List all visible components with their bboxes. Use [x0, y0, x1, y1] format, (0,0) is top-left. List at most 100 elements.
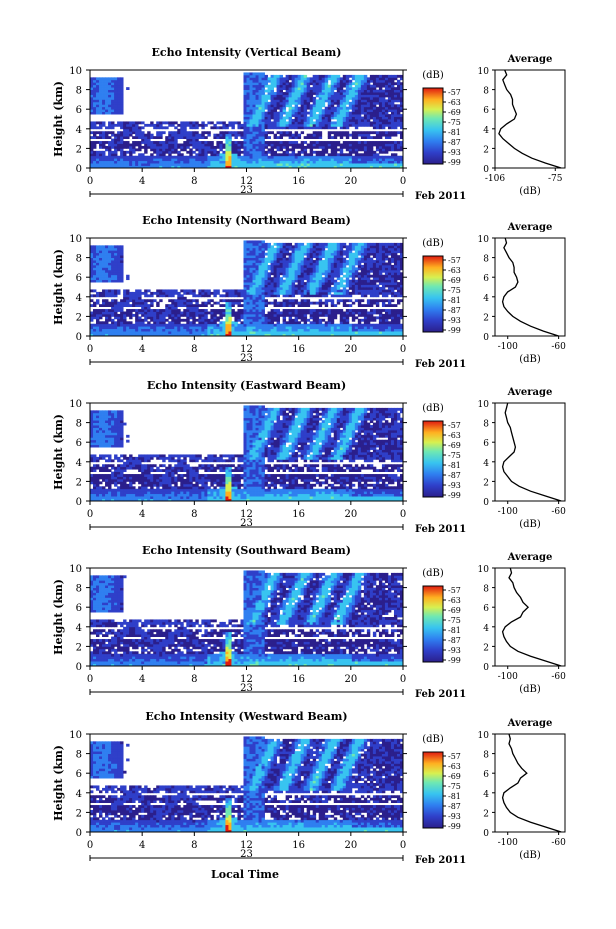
heatmap-cell	[285, 247, 290, 251]
heatmap-cell	[309, 264, 314, 268]
heatmap-cell	[261, 133, 265, 137]
heatmap-cell	[105, 333, 109, 337]
heatmap-cell	[324, 82, 329, 86]
heatmap-cell	[156, 131, 160, 135]
heatmap-cell	[225, 131, 229, 135]
heatmap-cell	[339, 163, 344, 166]
heatmap-cell	[246, 121, 250, 125]
heatmap-cell	[177, 128, 181, 132]
heatmap-cell	[363, 94, 368, 98]
heatmap-cell	[252, 274, 256, 278]
heatmap-cell	[369, 123, 374, 127]
heatmap-cell	[312, 89, 317, 93]
heatmap-cell	[261, 316, 265, 320]
heatmap-cell	[366, 92, 371, 95]
heatmap-cell	[174, 331, 178, 334]
heatmap-cell	[333, 131, 338, 135]
heatmap-cell	[198, 326, 202, 330]
heatmap-cell	[114, 123, 118, 127]
heatmap-cell	[300, 287, 305, 290]
heatmap-cell	[117, 333, 121, 337]
heatmap-cell	[126, 277, 130, 281]
heatmap-cell	[99, 272, 103, 276]
heatmap-cell	[327, 133, 332, 137]
panel-title: Echo Intensity (Vertical Beam)	[151, 46, 341, 59]
profile-y-tick-label: 4	[483, 126, 489, 136]
heatmap-cell	[129, 304, 133, 307]
heatmap-cell	[261, 304, 265, 307]
heatmap-cell	[135, 326, 139, 330]
heatmap-cell	[255, 158, 259, 162]
heatmap-cell	[246, 114, 250, 117]
heatmap-cell	[108, 291, 112, 295]
heatmap-cell	[132, 158, 136, 162]
heatmap-cell	[168, 148, 172, 152]
heatmap-cell	[294, 252, 299, 256]
heatmap-cell	[177, 294, 181, 298]
heatmap-cell	[381, 109, 386, 113]
heatmap-cell	[285, 92, 290, 95]
heatmap-cell	[351, 272, 356, 276]
heatmap-cell	[300, 245, 305, 249]
heatmap-cell	[219, 155, 223, 159]
heatmap-cell	[354, 150, 359, 154]
heatmap-cell	[234, 143, 238, 147]
heatmap-cell	[375, 92, 380, 95]
heatmap-cell	[333, 143, 338, 147]
heatmap-cell	[387, 119, 392, 122]
heatmap-cell	[216, 165, 220, 169]
heatmap-cell	[270, 148, 274, 152]
heatmap-cell	[105, 136, 109, 139]
heatmap-cell	[129, 131, 133, 135]
heatmap-cell	[222, 153, 226, 157]
heatmap-cell	[303, 331, 308, 334]
heatmap-cell	[336, 79, 341, 83]
heatmap-cell	[99, 321, 103, 325]
heatmap-cell	[309, 323, 314, 327]
heatmap-cell	[249, 84, 253, 88]
heatmap-cell	[231, 160, 235, 164]
y-axis-label: Height (km)	[52, 81, 65, 157]
heatmap-cell	[93, 104, 97, 108]
heatmap-cell	[309, 111, 314, 115]
heatmap-cell	[363, 165, 368, 169]
heatmap-cell	[375, 163, 380, 166]
heatmap-cell	[189, 309, 193, 312]
heatmap-cell	[126, 165, 130, 169]
heatmap-cell	[324, 74, 329, 78]
heatmap-cell	[339, 328, 344, 332]
heatmap-cell	[210, 316, 214, 320]
heatmap-cell	[315, 331, 320, 334]
heatmap-cell	[273, 267, 277, 271]
heatmap-cell	[99, 101, 103, 105]
heatmap-cell	[261, 284, 265, 288]
heatmap-cell	[321, 155, 326, 159]
heatmap-cell	[171, 121, 175, 125]
heatmap-cell	[261, 296, 265, 300]
heatmap-cell	[102, 294, 106, 298]
heatmap-cell	[261, 306, 265, 310]
heatmap-cell	[258, 121, 262, 125]
heatmap-cell	[171, 155, 175, 159]
heatmap-cell	[282, 99, 287, 103]
heatmap-cell	[246, 133, 250, 137]
heatmap-cell	[348, 252, 353, 256]
heatmap-cell	[159, 153, 163, 157]
heatmap-cell	[273, 304, 277, 307]
heatmap-cell	[330, 242, 335, 246]
heatmap-cell	[126, 121, 130, 125]
heatmap-cell	[294, 301, 299, 305]
heatmap-cell	[174, 145, 178, 149]
heatmap-cell	[156, 160, 160, 164]
heatmap-cell	[387, 165, 392, 169]
heatmap-cell	[390, 111, 395, 115]
heatmap-cell	[330, 326, 335, 330]
heatmap-cell	[93, 252, 97, 256]
heatmap-cell	[189, 163, 193, 166]
heatmap-cell	[117, 309, 121, 312]
heatmap-cell	[321, 99, 326, 103]
heatmap-cell	[258, 242, 262, 246]
heatmap-cell	[114, 101, 118, 105]
heatmap-cell	[339, 121, 344, 125]
heatmap-cell	[147, 155, 151, 159]
